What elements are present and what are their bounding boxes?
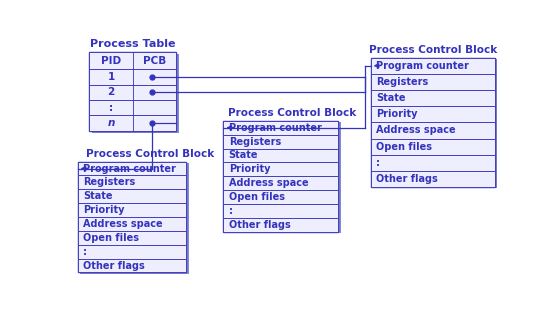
Text: Registers: Registers bbox=[376, 77, 428, 87]
Text: Open files: Open files bbox=[228, 192, 284, 202]
Bar bbox=[223, 176, 338, 190]
Bar bbox=[78, 245, 186, 259]
Text: Program counter: Program counter bbox=[83, 164, 176, 173]
Text: Address space: Address space bbox=[83, 219, 162, 229]
Bar bbox=[371, 90, 494, 106]
Bar bbox=[90, 100, 176, 116]
Bar bbox=[223, 204, 338, 218]
Text: Process Control Block: Process Control Block bbox=[86, 149, 214, 159]
Bar bbox=[78, 217, 186, 231]
Text: Program counter: Program counter bbox=[376, 61, 469, 71]
Text: Address space: Address space bbox=[376, 125, 455, 135]
Text: Registers: Registers bbox=[83, 177, 135, 188]
Bar bbox=[78, 162, 186, 175]
Bar bbox=[90, 116, 176, 131]
Text: 1: 1 bbox=[108, 72, 115, 82]
Text: Other flags: Other flags bbox=[228, 220, 291, 230]
Text: Priority: Priority bbox=[228, 164, 270, 174]
Text: PCB: PCB bbox=[143, 56, 166, 66]
Text: :: : bbox=[83, 247, 87, 257]
Bar bbox=[371, 155, 494, 171]
Text: Program counter: Program counter bbox=[228, 123, 321, 133]
Text: Open files: Open files bbox=[376, 141, 432, 152]
Text: State: State bbox=[83, 191, 113, 201]
Text: 2: 2 bbox=[108, 87, 115, 97]
Bar bbox=[371, 139, 494, 155]
Bar bbox=[78, 231, 186, 245]
Bar bbox=[223, 121, 338, 135]
Text: :: : bbox=[228, 206, 232, 216]
Bar bbox=[226, 122, 340, 233]
Bar bbox=[78, 175, 186, 189]
Text: Priority: Priority bbox=[83, 205, 124, 215]
Bar bbox=[374, 59, 497, 188]
Text: n: n bbox=[108, 118, 115, 128]
Text: State: State bbox=[376, 93, 405, 103]
Text: Registers: Registers bbox=[228, 137, 281, 147]
Bar bbox=[371, 122, 494, 139]
Bar bbox=[78, 203, 186, 217]
Bar bbox=[371, 74, 494, 90]
Bar bbox=[223, 121, 338, 232]
Bar bbox=[223, 148, 338, 162]
Bar bbox=[90, 52, 176, 69]
Bar bbox=[223, 135, 338, 148]
Bar bbox=[371, 58, 494, 187]
Bar bbox=[78, 189, 186, 203]
Text: State: State bbox=[228, 150, 258, 160]
Text: :: : bbox=[109, 103, 113, 113]
Bar bbox=[371, 58, 494, 74]
Text: Address space: Address space bbox=[228, 178, 309, 188]
Bar bbox=[90, 84, 176, 100]
Text: :: : bbox=[376, 158, 380, 168]
Text: Process Control Block: Process Control Block bbox=[368, 45, 497, 55]
Bar bbox=[90, 69, 176, 84]
Bar bbox=[80, 163, 189, 274]
Bar bbox=[371, 171, 494, 187]
Bar bbox=[371, 106, 494, 122]
Text: Process Control Block: Process Control Block bbox=[228, 108, 356, 118]
Bar bbox=[92, 54, 179, 132]
Bar bbox=[78, 162, 186, 273]
Bar bbox=[78, 259, 186, 273]
Text: Priority: Priority bbox=[376, 109, 417, 119]
Bar bbox=[223, 190, 338, 204]
Text: Process Table: Process Table bbox=[90, 39, 175, 49]
Text: Other flags: Other flags bbox=[83, 260, 144, 270]
Text: PID: PID bbox=[101, 56, 121, 66]
Bar bbox=[223, 218, 338, 232]
Text: Other flags: Other flags bbox=[376, 174, 438, 184]
Text: Open files: Open files bbox=[83, 233, 139, 243]
Bar bbox=[90, 52, 176, 131]
Bar bbox=[223, 162, 338, 176]
